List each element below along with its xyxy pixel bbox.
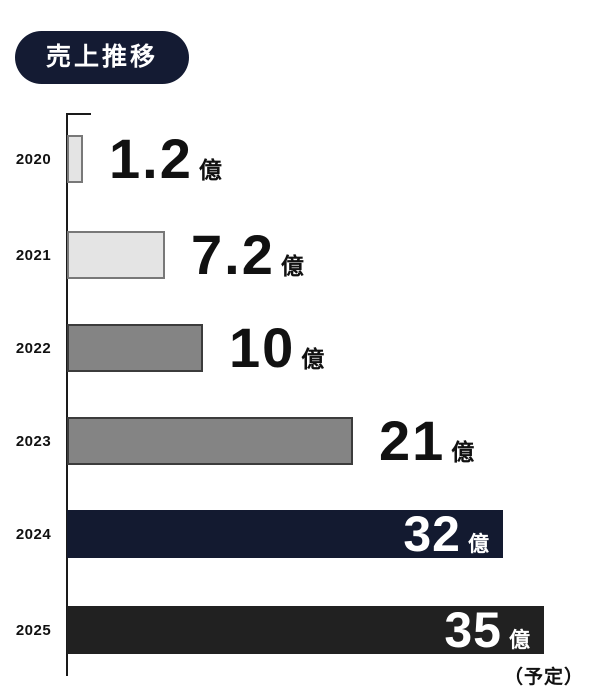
title-badge: 売上推移 xyxy=(15,31,190,84)
value-unit: 億 xyxy=(451,439,475,465)
value-unit: 億 xyxy=(468,533,489,556)
footnote-planned: （予定） xyxy=(503,667,584,688)
value-label: 35 億 xyxy=(444,605,544,655)
year-label: 2020 xyxy=(15,150,52,168)
chart-row-2020: 2020 1.2 億 xyxy=(0,131,600,187)
value-label: 1.2 億 xyxy=(109,131,222,187)
year-label: 2024 xyxy=(15,525,52,543)
value-number: 21 xyxy=(379,409,446,472)
chart-row-2023: 2023 21 億 xyxy=(0,413,600,469)
value-unit: 億 xyxy=(280,253,304,279)
bar-2024: 32 億 xyxy=(67,509,503,559)
bar-2021 xyxy=(67,231,165,279)
year-label: 2022 xyxy=(15,339,52,357)
bar-2020 xyxy=(67,135,83,183)
value-number: 1.2 xyxy=(109,127,193,190)
y-axis-line xyxy=(66,113,68,676)
value-unit: 億 xyxy=(509,629,530,652)
value-unit: 億 xyxy=(198,157,222,183)
bar-2025: 35 億 xyxy=(67,605,544,655)
year-label: 2023 xyxy=(15,432,52,450)
value-label: 10 億 xyxy=(229,320,324,376)
value-label: 7.2 億 xyxy=(191,227,304,283)
value-label: 21 億 xyxy=(379,413,474,469)
chart-row-2022: 2022 10 億 xyxy=(0,320,600,376)
year-label: 2025 xyxy=(15,621,52,639)
value-unit: 億 xyxy=(301,346,325,372)
chart-row-2025: 2025 35 億 xyxy=(0,605,600,655)
chart-row-2024: 2024 32 億 xyxy=(0,509,600,559)
chart-row-2021: 2021 7.2 億 xyxy=(0,227,600,283)
bar-2023 xyxy=(67,417,353,465)
value-number: 35 xyxy=(444,602,502,658)
value-number: 7.2 xyxy=(191,223,275,286)
value-number: 10 xyxy=(229,316,296,379)
value-label: 32 億 xyxy=(403,509,503,559)
value-number: 32 xyxy=(403,506,461,562)
page-title: 売上推移 xyxy=(46,43,159,71)
year-label: 2021 xyxy=(15,246,52,264)
y-axis-top-tick xyxy=(68,113,91,115)
bar-2022 xyxy=(67,324,203,372)
